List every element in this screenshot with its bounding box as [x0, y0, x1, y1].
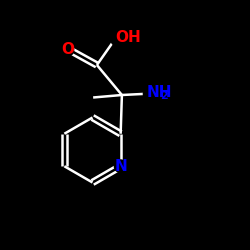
- Circle shape: [114, 160, 127, 172]
- Text: 2: 2: [160, 91, 168, 101]
- Text: NH: NH: [147, 85, 172, 100]
- Text: N: N: [114, 159, 127, 174]
- Circle shape: [111, 31, 126, 46]
- Circle shape: [144, 86, 160, 102]
- Text: OH: OH: [115, 30, 141, 46]
- Circle shape: [61, 44, 74, 56]
- Text: O: O: [61, 42, 74, 58]
